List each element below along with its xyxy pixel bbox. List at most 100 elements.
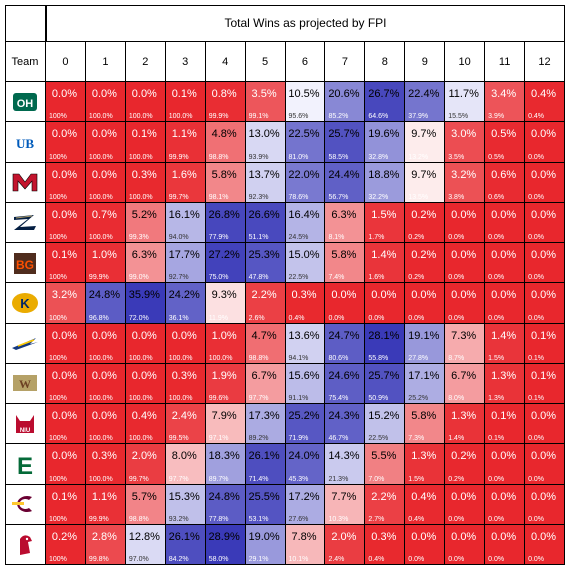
cumulative-probability-value: 15.5%	[448, 113, 469, 121]
win-probability-value: 0.0%	[411, 289, 437, 302]
win-prob-cell: 0.4% 0.4%	[525, 82, 565, 123]
win-probability-value: 19.1%	[408, 329, 440, 342]
cumulative-probability-value: 0.0%	[448, 314, 465, 322]
win-prob-cell: 0.0% 0.0%	[525, 484, 565, 525]
cumulative-probability-value: 8.0%	[448, 395, 465, 402]
win-prob-cell: 25.3% 47.8%	[245, 243, 286, 284]
win-probability-value: 3.0%	[451, 128, 477, 141]
cumulative-probability-value: 1.7%	[368, 234, 385, 241]
win-probability-value: 9.7%	[411, 128, 437, 141]
ball-state-logo-icon	[20, 535, 32, 556]
team-logo-cell-buffalo: UB	[5, 122, 46, 163]
win-probability-value: 8.0%	[171, 450, 197, 463]
win-probability-value: 0.2%	[51, 530, 77, 543]
cumulative-probability-value: 80.6%	[328, 354, 349, 362]
buffalo-logo-icon: UB	[16, 136, 34, 151]
cumulative-probability-value: 89.2%	[248, 435, 269, 443]
team-logo-cell-kent-state: K	[5, 283, 46, 324]
win-probability-value: 0.0%	[51, 208, 77, 221]
win-prob-cell: 0.0% 100.0%	[165, 323, 206, 364]
cumulative-probability-value: 56.7%	[328, 193, 349, 201]
win-prob-cell: 0.5% 0.5%	[485, 122, 526, 163]
column-header-7-wins: 7	[325, 42, 366, 82]
win-probability-value: 0.3%	[291, 289, 317, 302]
win-probability-value: 0.0%	[91, 329, 117, 342]
win-probability-value: 25.7%	[368, 369, 400, 382]
win-prob-cell: 24.3% 46.7%	[325, 404, 366, 445]
cumulative-probability-value: 46.7%	[328, 435, 349, 443]
miami-logo-icon	[12, 173, 38, 192]
cumulative-probability-value: 0.4%	[528, 113, 545, 121]
win-probability-value: 10.5%	[288, 88, 320, 100]
win-prob-cell: 1.9% 99.6%	[205, 363, 246, 404]
win-prob-cell: 6.3% 8.1%	[325, 202, 366, 243]
cumulative-probability-value: 99.5%	[168, 435, 189, 443]
cumulative-probability-value: 0.1%	[488, 435, 505, 443]
win-prob-cell: 0.0% 0.0%	[485, 484, 526, 525]
cumulative-probability-value: 0.0%	[488, 475, 505, 483]
win-prob-cell: 19.0% 29.1%	[245, 524, 286, 565]
column-header-10-wins: 10	[445, 42, 486, 82]
win-prob-cell: 0.0% 100%	[46, 404, 86, 445]
cumulative-probability-value: 0.4%	[368, 556, 385, 563]
cumulative-probability-value: 0.0%	[448, 515, 465, 523]
win-probability-value: 5.8%	[331, 249, 357, 261]
win-prob-cell: 3.4% 3.9%	[485, 82, 526, 123]
win-prob-cell: 0.0% 0.0%	[325, 283, 366, 324]
win-prob-cell: 5.7% 98.8%	[125, 484, 166, 525]
win-prob-cell: 2.2% 2.7%	[365, 484, 406, 525]
win-probability-value: 25.5%	[248, 490, 280, 503]
win-prob-cell: 9.7% 13.5%	[405, 162, 446, 203]
win-prob-cell: 0.0% 0.0%	[445, 243, 486, 284]
win-prob-cell: 0.0% 0.0%	[445, 484, 486, 525]
win-probability-value: 14.3%	[328, 450, 360, 463]
win-probability-value: 13.6%	[288, 329, 320, 342]
chart-title: Total Wins as projected by FPI	[46, 5, 565, 42]
win-prob-cell: 7.9% 97.1%	[205, 404, 246, 445]
team-logo-cell-toledo	[5, 323, 46, 364]
win-prob-cell: 25.2% 71.9%	[285, 404, 326, 445]
win-prob-cell: 0.0% 0.0%	[405, 524, 446, 565]
win-prob-cell: 25.7% 50.9%	[365, 363, 406, 404]
win-prob-cell: 0.0% 0.0%	[445, 283, 486, 324]
win-probability-value: 0.0%	[331, 289, 357, 302]
win-prob-cell: 0.4% 0.4%	[405, 484, 446, 525]
win-probability-value: 16.1%	[168, 208, 200, 221]
win-probability-value: 0.0%	[491, 530, 517, 543]
win-prob-cell: 0.1% 100%	[46, 484, 86, 525]
win-prob-cell: 0.8% 99.9%	[205, 82, 246, 123]
cumulative-probability-value: 91.1%	[288, 395, 309, 402]
team-logo-cell-central-michigan	[5, 484, 46, 525]
win-prob-cell: 14.3% 21.3%	[325, 444, 366, 485]
win-prob-cell: 3.2% 3.8%	[445, 162, 486, 203]
cumulative-probability-value: 100%	[49, 113, 67, 121]
win-probability-value: 2.8%	[91, 530, 117, 543]
win-prob-cell: 17.1% 25.2%	[405, 363, 446, 404]
win-prob-cell: 26.6% 51.1%	[245, 202, 286, 243]
win-prob-cell: 1.0% 99.9%	[85, 243, 126, 284]
win-prob-cell: 9.7% 13.2%	[405, 122, 446, 163]
win-probability-value: 5.2%	[131, 208, 157, 221]
win-prob-cell: 3.2% 100%	[46, 283, 86, 324]
ohio-logo-icon: OH	[13, 92, 37, 111]
cumulative-probability-value: 47.8%	[248, 274, 269, 282]
win-prob-cell: 0.2% 0.2%	[405, 202, 446, 243]
column-header-3-wins: 3	[165, 42, 206, 82]
win-probability-value: 0.0%	[491, 249, 517, 261]
win-prob-cell: 0.0% 0.0%	[485, 202, 526, 243]
svg-text:BG: BG	[16, 258, 34, 272]
win-probability-value: 7.7%	[331, 490, 357, 503]
win-prob-cell: 0.3% 0.4%	[285, 283, 326, 324]
cumulative-probability-value: 92.3%	[248, 193, 269, 201]
cumulative-probability-value: 0.0%	[488, 515, 505, 523]
win-prob-cell: 0.3% 100.0%	[125, 162, 166, 203]
svg-text:K: K	[20, 296, 30, 311]
win-probability-value: 0.3%	[131, 168, 157, 181]
win-prob-cell: 24.6% 75.4%	[325, 363, 366, 404]
cumulative-probability-value: 84.2%	[168, 556, 189, 563]
western-michigan-logo-icon: W	[13, 375, 37, 392]
cumulative-probability-value: 100.0%	[128, 153, 153, 161]
win-probability-value: 0.0%	[491, 208, 517, 221]
win-prob-cell: 4.8% 98.8%	[205, 122, 246, 163]
cumulative-probability-value: 22.5%	[288, 274, 309, 282]
